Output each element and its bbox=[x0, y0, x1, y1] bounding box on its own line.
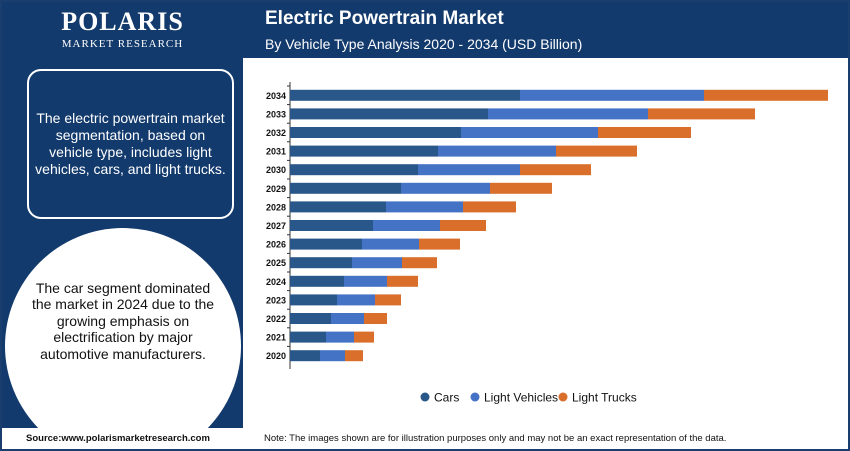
bar-light-vehicles bbox=[488, 108, 648, 120]
bar-light-trucks bbox=[402, 257, 437, 269]
category-label: 2027 bbox=[266, 221, 286, 231]
bar-light-vehicles bbox=[362, 238, 419, 250]
bar-light-vehicles bbox=[386, 201, 463, 213]
bar-cars bbox=[290, 257, 352, 269]
chart-area: 2034 2033 2032 2031 2030 2029 2028 2027 2026 2025… bbox=[243, 58, 848, 428]
bar-cars bbox=[290, 220, 373, 231]
bar-light-trucks bbox=[704, 89, 828, 101]
bar-light-trucks bbox=[440, 220, 486, 231]
bar-light-vehicles bbox=[520, 89, 704, 101]
category-label: 2022 bbox=[266, 314, 286, 324]
bar-light-trucks bbox=[520, 164, 591, 176]
bar-light-vehicles bbox=[401, 182, 490, 194]
segmentation-info-text: The electric powertrain market segmentat… bbox=[35, 110, 226, 177]
stacked-bar-chart: 2034 2033 2032 2031 2030 2029 2028 2027 2026 2025… bbox=[266, 82, 828, 405]
bar-light-trucks bbox=[364, 313, 387, 324]
bar-light-trucks bbox=[648, 108, 755, 120]
category-label: 2032 bbox=[266, 128, 286, 138]
bar-cars bbox=[290, 182, 401, 194]
bar-light-trucks bbox=[375, 294, 401, 306]
bar-cars bbox=[290, 164, 418, 176]
bar-cars bbox=[290, 275, 344, 287]
category-label: 2024 bbox=[266, 277, 286, 287]
bar-cars bbox=[290, 145, 438, 157]
bar-cars bbox=[290, 127, 461, 138]
footer-note: Note: The images shown are for illustrat… bbox=[264, 433, 727, 444]
category-label: 2030 bbox=[266, 165, 286, 175]
category-label: 2021 bbox=[266, 333, 286, 343]
bar-light-vehicles bbox=[331, 313, 364, 324]
bar-light-trucks bbox=[490, 182, 552, 194]
legend-marker bbox=[470, 392, 480, 402]
highlight-circle: The car segment dominated the market in … bbox=[5, 228, 241, 428]
category-label: 2029 bbox=[266, 184, 286, 194]
legend-marker bbox=[558, 392, 568, 402]
bar-cars bbox=[290, 331, 326, 343]
category-label: 2023 bbox=[266, 295, 286, 305]
bar-cars bbox=[290, 108, 488, 120]
bar-cars bbox=[290, 238, 362, 250]
bar-light-trucks bbox=[345, 350, 363, 362]
chart-title: Electric Powertrain Market bbox=[265, 8, 504, 29]
brand-tagline: MARKET RESEARCH bbox=[61, 38, 184, 50]
category-label: 2033 bbox=[266, 109, 286, 119]
bar-light-trucks bbox=[598, 127, 691, 138]
bar-light-vehicles bbox=[326, 331, 354, 343]
footer: Source:www.polarismarketresearch.com Not… bbox=[2, 428, 848, 449]
bar-cars bbox=[290, 350, 320, 362]
bar-cars bbox=[290, 201, 386, 213]
highlight-text: The car segment dominated the market in … bbox=[31, 279, 215, 362]
left-panel: POLARIS MARKET RESEARCH The electric pow… bbox=[2, 2, 243, 428]
brand-name: POLARIS bbox=[2, 8, 243, 36]
bar-light-vehicles bbox=[418, 164, 520, 176]
bar-cars bbox=[290, 313, 331, 324]
bar-light-vehicles bbox=[438, 145, 556, 157]
category-label: 2031 bbox=[266, 147, 286, 157]
bar-light-trucks bbox=[419, 238, 460, 250]
chart-header: Electric Powertrain Market By Vehicle Ty… bbox=[243, 2, 848, 58]
bar-light-vehicles bbox=[344, 275, 387, 287]
bar-light-vehicles bbox=[320, 350, 345, 362]
bar-light-vehicles bbox=[352, 257, 402, 269]
brand-logo: POLARIS MARKET RESEARCH bbox=[2, 8, 243, 58]
bar-light-trucks bbox=[556, 145, 637, 157]
legend-label: Light Vehicles bbox=[484, 391, 558, 405]
legend-label: Light Trucks bbox=[572, 391, 637, 405]
bar-cars bbox=[290, 294, 337, 306]
bar-light-trucks bbox=[387, 275, 418, 287]
brand-name-text: POLARIS bbox=[61, 7, 184, 36]
bar-cars bbox=[290, 89, 520, 101]
legend-label: Cars bbox=[434, 391, 459, 405]
category-label: 2025 bbox=[266, 258, 286, 268]
bar-light-trucks bbox=[354, 331, 374, 343]
bar-light-vehicles bbox=[337, 294, 375, 306]
segmentation-info-box: The electric powertrain market segmentat… bbox=[27, 69, 234, 219]
category-label: 2020 bbox=[266, 351, 286, 361]
footer-source: Source:www.polarismarketresearch.com bbox=[26, 433, 210, 444]
bar-light-trucks bbox=[463, 201, 516, 213]
category-label: 2026 bbox=[266, 240, 286, 250]
category-label: 2028 bbox=[266, 202, 286, 212]
chart-subtitle: By Vehicle Type Analysis 2020 - 2034 (US… bbox=[265, 36, 583, 52]
legend-marker bbox=[420, 392, 430, 402]
category-label: 2034 bbox=[266, 91, 286, 101]
bar-light-vehicles bbox=[373, 220, 440, 231]
bar-light-vehicles bbox=[461, 127, 598, 138]
